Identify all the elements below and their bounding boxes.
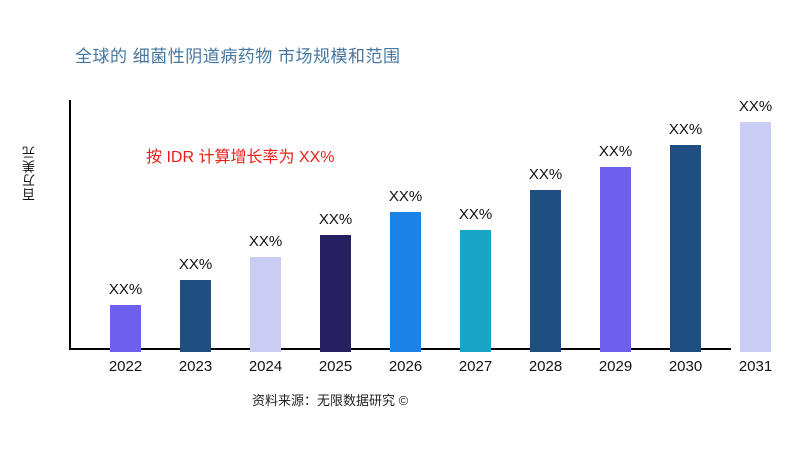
bar-2022 bbox=[110, 305, 141, 352]
bar-2028 bbox=[530, 190, 561, 352]
bar-value-label-2024: XX% bbox=[248, 233, 283, 250]
chart-title: 全球的 细菌性阴道病药物 市场规模和范围 bbox=[75, 47, 401, 66]
y-axis-line bbox=[69, 100, 71, 350]
x-axis-tick-label-2030: 2030 bbox=[668, 358, 703, 375]
x-axis-tick-label-2025: 2025 bbox=[318, 358, 353, 375]
x-axis-tick-label-2027: 2027 bbox=[458, 358, 493, 375]
bar-value-label-2025: XX% bbox=[318, 211, 353, 228]
bar-value-label-2028: XX% bbox=[528, 166, 563, 183]
x-axis-tick-label-2031: 2031 bbox=[738, 358, 773, 375]
x-axis-tick-label-2024: 2024 bbox=[248, 358, 283, 375]
y-axis-label: 百万美元 bbox=[22, 145, 37, 201]
x-axis-tick-label-2022: 2022 bbox=[108, 358, 143, 375]
bar-value-label-2023: XX% bbox=[178, 256, 213, 273]
bar-value-label-2030: XX% bbox=[668, 121, 703, 138]
bar-2031 bbox=[740, 122, 771, 352]
bar-value-label-2026: XX% bbox=[388, 188, 423, 205]
bar-value-label-2029: XX% bbox=[598, 143, 633, 160]
x-axis-tick-label-2028: 2028 bbox=[528, 358, 563, 375]
bar-value-label-2027: XX% bbox=[458, 206, 493, 223]
x-axis-tick-label-2026: 2026 bbox=[388, 358, 423, 375]
bar-2029 bbox=[600, 167, 631, 352]
bar-2023 bbox=[180, 280, 211, 352]
growth-rate-annotation: 按 IDR 计算增长率为 XX% bbox=[146, 149, 335, 166]
x-axis-tick-label-2023: 2023 bbox=[178, 358, 213, 375]
bar-value-label-2031: XX% bbox=[738, 98, 773, 115]
x-axis-tick-label-2029: 2029 bbox=[598, 358, 633, 375]
bar-value-label-2022: XX% bbox=[108, 281, 143, 298]
source-note: 资料来源：无限数据研究 © bbox=[252, 393, 409, 408]
bar-2025 bbox=[320, 235, 351, 352]
bar-2030 bbox=[670, 145, 701, 352]
bar-2026 bbox=[390, 212, 421, 352]
bar-2024 bbox=[250, 257, 281, 352]
bar-2027 bbox=[460, 230, 491, 352]
